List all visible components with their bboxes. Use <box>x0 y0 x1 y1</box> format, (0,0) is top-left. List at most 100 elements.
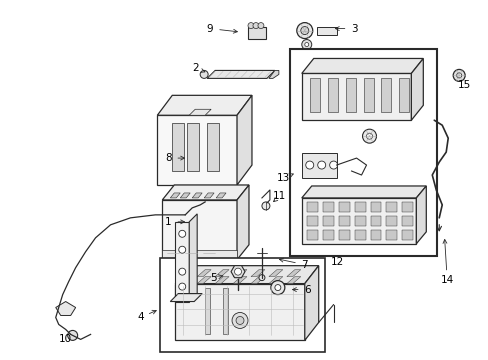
Bar <box>205 288 210 334</box>
Polygon shape <box>216 193 225 198</box>
Bar <box>363 78 373 112</box>
Polygon shape <box>237 185 248 260</box>
Polygon shape <box>215 270 228 276</box>
Polygon shape <box>162 250 237 260</box>
Bar <box>160 258 324 352</box>
Circle shape <box>179 268 185 275</box>
Text: 2: 2 <box>191 63 198 73</box>
Bar <box>370 230 381 240</box>
Polygon shape <box>286 276 300 284</box>
Polygon shape <box>157 115 237 185</box>
Text: 15: 15 <box>457 80 470 90</box>
Polygon shape <box>175 284 304 340</box>
Polygon shape <box>179 270 193 276</box>
Polygon shape <box>189 214 197 302</box>
Bar <box>354 216 365 226</box>
Polygon shape <box>203 193 214 198</box>
Bar <box>187 123 199 171</box>
Bar <box>316 27 336 35</box>
Polygon shape <box>197 270 211 276</box>
Circle shape <box>366 133 372 139</box>
Bar <box>386 202 397 212</box>
Bar <box>172 123 184 171</box>
Circle shape <box>252 23 259 28</box>
Circle shape <box>179 283 185 290</box>
Circle shape <box>234 268 241 275</box>
Text: 5: 5 <box>209 273 216 283</box>
Bar <box>402 202 412 212</box>
Polygon shape <box>162 200 237 260</box>
Circle shape <box>236 316 244 324</box>
Bar <box>399 78 408 112</box>
Text: 9: 9 <box>206 24 213 33</box>
Polygon shape <box>268 276 282 284</box>
Circle shape <box>200 71 208 78</box>
Text: 13: 13 <box>277 173 290 183</box>
Circle shape <box>362 129 376 143</box>
Polygon shape <box>301 186 426 198</box>
Polygon shape <box>207 71 274 78</box>
Text: 11: 11 <box>273 191 286 201</box>
Bar <box>345 78 355 112</box>
Circle shape <box>456 73 461 78</box>
Polygon shape <box>268 71 278 78</box>
Polygon shape <box>250 270 264 276</box>
Bar <box>370 202 381 212</box>
Circle shape <box>179 246 185 253</box>
Bar <box>306 202 317 212</box>
Polygon shape <box>415 186 426 244</box>
Bar <box>309 78 319 112</box>
Polygon shape <box>233 276 246 284</box>
Bar <box>381 78 390 112</box>
Bar <box>386 216 397 226</box>
Circle shape <box>274 285 280 291</box>
Polygon shape <box>304 266 318 340</box>
Polygon shape <box>215 276 228 284</box>
Text: 8: 8 <box>164 153 171 163</box>
Polygon shape <box>192 193 202 198</box>
Circle shape <box>270 280 285 294</box>
Bar <box>338 230 349 240</box>
Polygon shape <box>170 293 202 302</box>
Bar <box>306 230 317 240</box>
Circle shape <box>300 27 308 35</box>
Bar <box>370 216 381 226</box>
Bar <box>402 230 412 240</box>
Polygon shape <box>56 302 76 315</box>
Polygon shape <box>301 198 415 244</box>
Text: 6: 6 <box>304 284 310 294</box>
Polygon shape <box>301 58 423 73</box>
Bar <box>354 202 365 212</box>
Text: 10: 10 <box>59 334 72 345</box>
Circle shape <box>258 23 264 28</box>
Circle shape <box>317 161 325 169</box>
Text: 1: 1 <box>164 217 171 227</box>
Polygon shape <box>230 266 244 278</box>
Polygon shape <box>162 185 248 200</box>
Bar <box>338 202 349 212</box>
Text: 7: 7 <box>301 260 307 270</box>
Circle shape <box>259 275 264 280</box>
Circle shape <box>452 69 464 81</box>
Bar <box>289 49 436 256</box>
Bar <box>402 216 412 226</box>
Polygon shape <box>197 276 211 284</box>
Bar <box>306 216 317 226</box>
Circle shape <box>262 202 269 210</box>
Polygon shape <box>179 276 193 284</box>
Polygon shape <box>301 73 410 120</box>
Circle shape <box>305 161 313 169</box>
Bar <box>322 230 333 240</box>
Bar <box>327 78 337 112</box>
Circle shape <box>301 40 311 50</box>
Circle shape <box>296 23 312 39</box>
Circle shape <box>304 42 308 46</box>
Polygon shape <box>247 27 265 39</box>
Polygon shape <box>175 266 318 284</box>
Polygon shape <box>233 270 246 276</box>
Bar <box>322 202 333 212</box>
Polygon shape <box>268 270 282 276</box>
Text: 14: 14 <box>440 275 453 285</box>
Bar <box>354 230 365 240</box>
Bar <box>322 216 333 226</box>
